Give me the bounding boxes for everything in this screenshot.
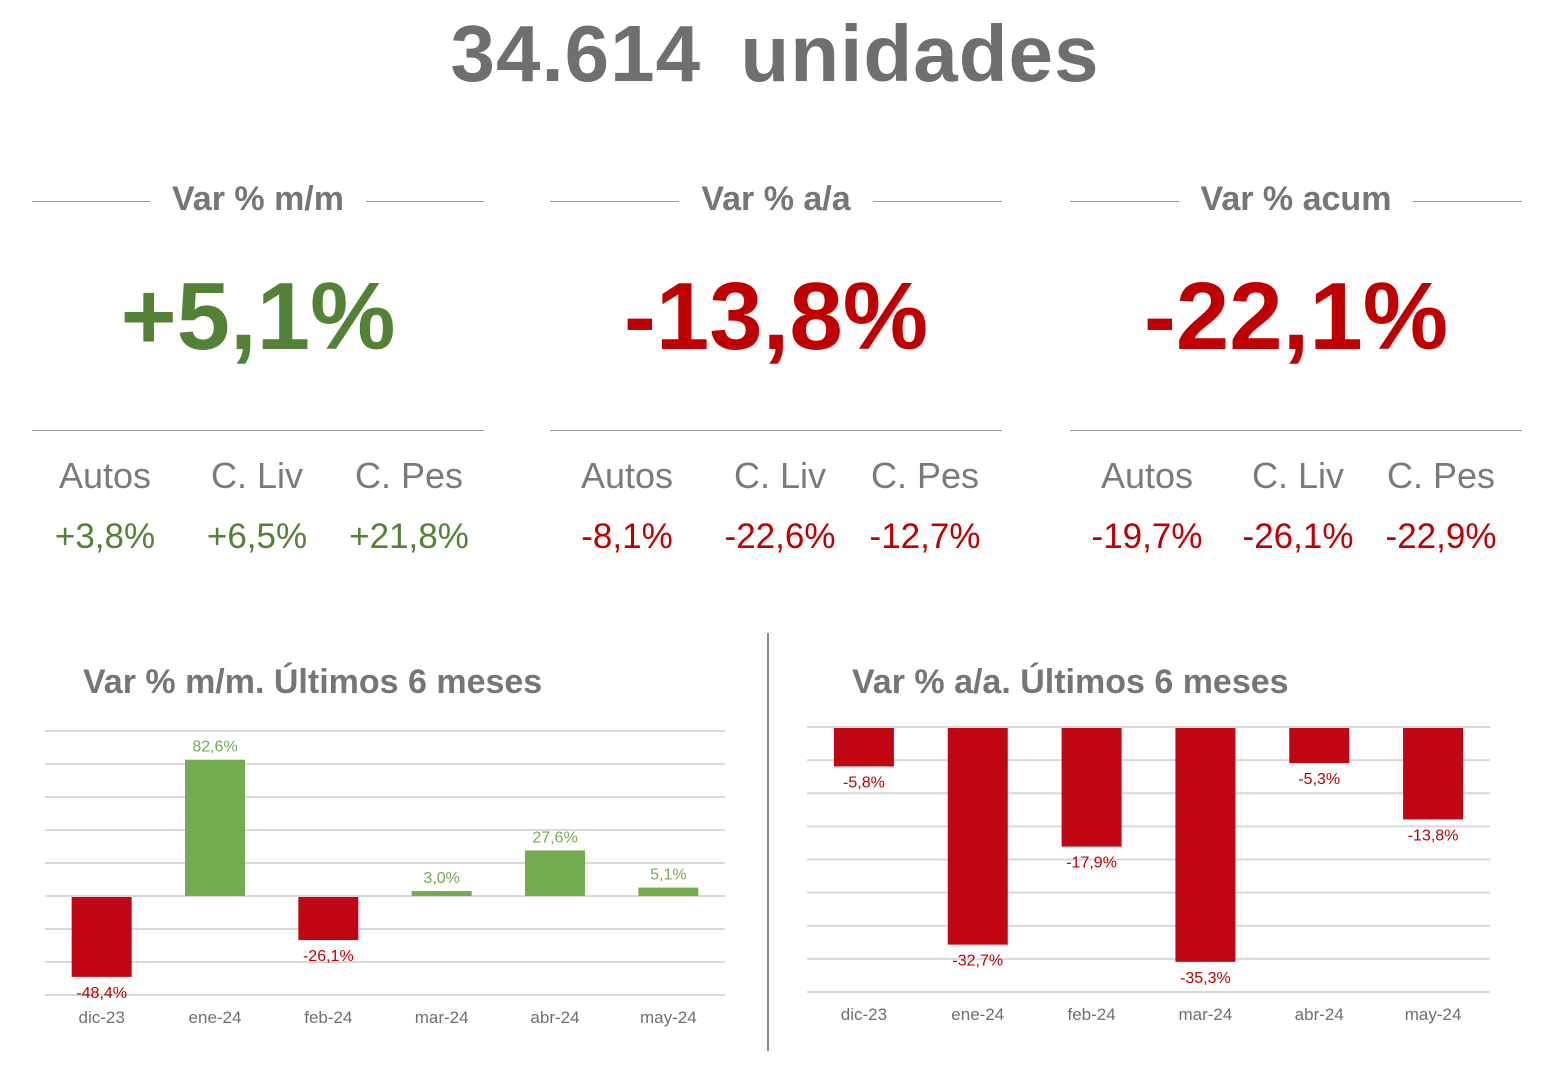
sub-label: C. Pes [354, 455, 464, 496]
bar [185, 759, 245, 896]
sub-label: Autos [580, 455, 674, 496]
data-label: 82,6% [192, 739, 237, 756]
category-label: may-24 [1405, 1005, 1462, 1024]
category-label: dic-23 [841, 1005, 887, 1024]
sub-value: -26,1% [1242, 517, 1354, 556]
sub-label: C. Liv [733, 455, 827, 496]
data-label: -26,1% [303, 948, 354, 965]
panel-title: Var % a/a [679, 180, 873, 218]
panel-var-aa: Var % a/a -13,8% Autos -8,1% C. Liv -22,6%… [550, 170, 1002, 570]
main-value: +5,1% [120, 263, 396, 370]
category-label: mar-24 [1178, 1005, 1232, 1024]
total-units-title: 34.614 unidades [450, 9, 1100, 98]
panel-var-mm: Var % m/m +5,1% Autos +3,8% C. Liv +6,5% C… [32, 170, 484, 570]
data-label: 5,1% [650, 867, 686, 884]
sub-label: Autos [1100, 455, 1194, 496]
sub-value: -22,6% [724, 517, 836, 556]
sub-label: C. Pes [870, 455, 980, 496]
category-label: feb-24 [1067, 1005, 1115, 1024]
category-label: abr-24 [1295, 1005, 1344, 1024]
data-label: -13,8% [1408, 827, 1459, 844]
panel-title: Var % m/m [150, 180, 366, 218]
data-label: -35,3% [1180, 970, 1231, 987]
bar [298, 897, 359, 941]
category-label: feb-24 [304, 1008, 352, 1027]
data-label: -5,3% [1298, 771, 1340, 788]
sub-value: +6,5% [206, 517, 308, 556]
bar [947, 728, 1008, 945]
sub-label: Autos [58, 455, 152, 496]
sub-label: C. Liv [210, 455, 304, 496]
bar [638, 887, 699, 896]
category-label: abr-24 [530, 1008, 579, 1027]
panel-title: Var % acum [1178, 180, 1414, 218]
bar [1061, 728, 1122, 847]
sub-value: -12,7% [869, 517, 981, 556]
sub-label: C. Pes [1386, 455, 1496, 496]
bar [833, 728, 894, 767]
data-label: 3,0% [423, 870, 459, 887]
bar [1175, 728, 1236, 962]
data-label: 27,6% [532, 829, 577, 846]
sub-value: -22,9% [1385, 517, 1497, 556]
divider [32, 430, 484, 431]
bar [1403, 728, 1464, 820]
chart-var-aa: -5,8% dic-23 -32,7% ene-24 -17,9% feb-24 -35,3… [807, 726, 1490, 1024]
panel-var-acum: Var % acum -22,1% Autos -19,7% C. Liv -26,… [1070, 170, 1522, 570]
bar [525, 850, 585, 896]
chart-title-mm: Var % m/m. Últimos 6 meses [83, 663, 543, 701]
sub-value: -8,1% [581, 517, 673, 556]
category-label: dic-23 [79, 1008, 125, 1027]
category-label: ene-24 [951, 1005, 1004, 1024]
category-label: mar-24 [415, 1008, 469, 1027]
category-label: ene-24 [189, 1008, 242, 1027]
sub-value: +3,8% [54, 517, 156, 556]
chart-var-mm: -48,4% dic-23 82,6% ene-24 -26,1% feb-24 3,0% m… [45, 730, 725, 1027]
vertical-divider [767, 633, 769, 1051]
main-value: -13,8% [623, 263, 929, 370]
divider [550, 430, 1002, 431]
bar [1289, 728, 1350, 764]
sub-value: +21,8% [349, 517, 469, 556]
category-label: may-24 [640, 1008, 697, 1027]
main-value: -22,1% [1143, 263, 1449, 370]
data-label: -32,7% [952, 953, 1003, 970]
data-label: -48,4% [76, 985, 127, 1002]
divider [1070, 430, 1522, 431]
chart-title-aa: Var % a/a. Últimos 6 meses [852, 663, 1289, 701]
data-label: -17,9% [1066, 855, 1117, 872]
bar [411, 891, 472, 896]
data-label: -5,8% [843, 774, 885, 791]
sub-label: C. Liv [1251, 455, 1345, 496]
sub-value: -19,7% [1091, 517, 1203, 556]
bar [71, 897, 132, 977]
